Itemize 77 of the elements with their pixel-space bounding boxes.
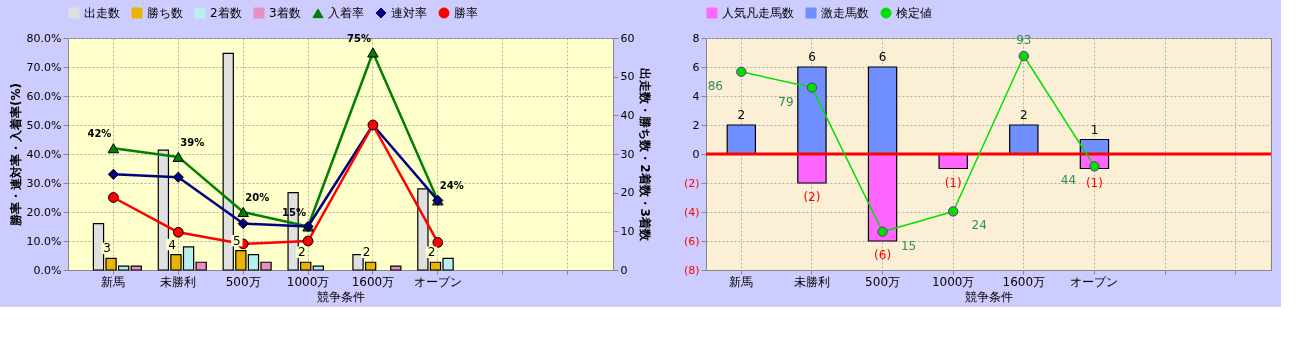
legend-label: 2着数 (210, 6, 242, 20)
y2-axis-title: 出走数・勝ち数・2着数・3着数 (638, 68, 653, 242)
data-label: 86 (707, 78, 723, 93)
x-tick-label: 1000万 (931, 274, 975, 289)
x-tick-label: 500万 (865, 274, 901, 289)
legend-label: 人気凡走馬数 (722, 6, 794, 20)
y-tick-label: 50.0% (26, 118, 62, 132)
x-tick-label: 未勝利 (793, 274, 830, 289)
data-label: 42% (87, 128, 112, 140)
x-tick-label: 未勝利 (160, 274, 197, 289)
y-tick-label: (6) (683, 234, 700, 248)
data-label: 5 (233, 233, 241, 248)
x-axis-title: 競争条件 (317, 289, 365, 304)
y-tick-label: 20.0% (26, 205, 62, 219)
y2-tick-label: 60 (620, 31, 635, 45)
x-tick-label: 500万 (225, 274, 261, 289)
data-label: 15 (900, 238, 917, 253)
data-label: 2 (737, 108, 746, 122)
legend-label: 連対率 (391, 6, 427, 20)
y-tick-label: 0.0% (33, 263, 62, 277)
y2-tick-label: 20 (620, 186, 635, 200)
y2-tick-label: 50 (620, 70, 635, 84)
data-label: 75% (346, 32, 371, 44)
data-label: 1 (1090, 122, 1099, 137)
data-label: (2) (803, 190, 821, 204)
data-label: 6 (878, 50, 887, 64)
legend-label: 入着率 (328, 6, 364, 21)
x-tick-label: オープン (413, 274, 462, 289)
data-label: 93 (1016, 33, 1032, 48)
y-tick-label: 30.0% (26, 176, 62, 190)
data-label: 2 (1019, 108, 1028, 122)
data-label: (6) (874, 248, 892, 262)
x-tick-label: 1600万 (351, 274, 395, 289)
y-tick-label: (8) (683, 263, 700, 277)
data-label: (1) (1085, 175, 1103, 190)
y-tick-label: 2 (692, 118, 700, 132)
x-tick-label: 新馬 (729, 274, 754, 289)
y-tick-label: (4) (683, 205, 700, 219)
data-label: 2 (297, 245, 306, 260)
data-label: 4 (168, 237, 176, 252)
x-tick-label: 1000万 (286, 274, 330, 289)
y-tick-label: 10.0% (26, 234, 62, 248)
y-tick-label: 4 (692, 89, 700, 103)
data-label: 44 (1060, 173, 1077, 188)
legend-label: 3着数 (269, 6, 301, 20)
data-label: 39% (180, 136, 205, 148)
y2-tick-label: 40 (620, 108, 635, 122)
data-label: 6 (808, 50, 816, 64)
legend-label: 出走数 (84, 6, 120, 20)
y2-tick-label: 30 (620, 147, 635, 161)
x-tick-label: 1600万 (1002, 274, 1046, 289)
data-label: 79 (778, 94, 794, 109)
y-tick-label: 70.0% (26, 60, 62, 74)
legend-label: 勝率 (454, 6, 478, 20)
data-label: 20% (245, 192, 270, 203)
y2-tick-label: 0 (620, 263, 628, 277)
x-tick-label: 新馬 (101, 274, 126, 289)
data-label: 2 (427, 245, 436, 260)
legend-label: 勝ち数 (147, 6, 183, 20)
legend-label: 検定値 (896, 6, 932, 20)
y2-tick-label: 10 (620, 224, 635, 238)
y-tick-label: (2) (683, 176, 700, 190)
data-label: (1) (944, 175, 962, 190)
data-label: 24% (439, 180, 464, 192)
y-tick-label: 6 (692, 60, 700, 74)
x-tick-label: オープン (1070, 274, 1119, 289)
data-label: 24 (971, 218, 987, 233)
data-label: 3 (103, 241, 111, 256)
y-tick-label: 40.0% (26, 147, 62, 161)
data-label: 2 (362, 245, 371, 260)
y-axis-title: 勝率・連対率・入着率(%) (8, 83, 23, 227)
y-tick-label: 60.0% (26, 89, 62, 103)
y-tick-label: 8 (692, 31, 700, 45)
legend-label: 激走馬数 (821, 6, 869, 20)
y-tick-label: 0 (692, 147, 700, 161)
y-tick-label: 80.0% (26, 31, 62, 45)
x-axis-title: 競争条件 (965, 289, 1013, 304)
